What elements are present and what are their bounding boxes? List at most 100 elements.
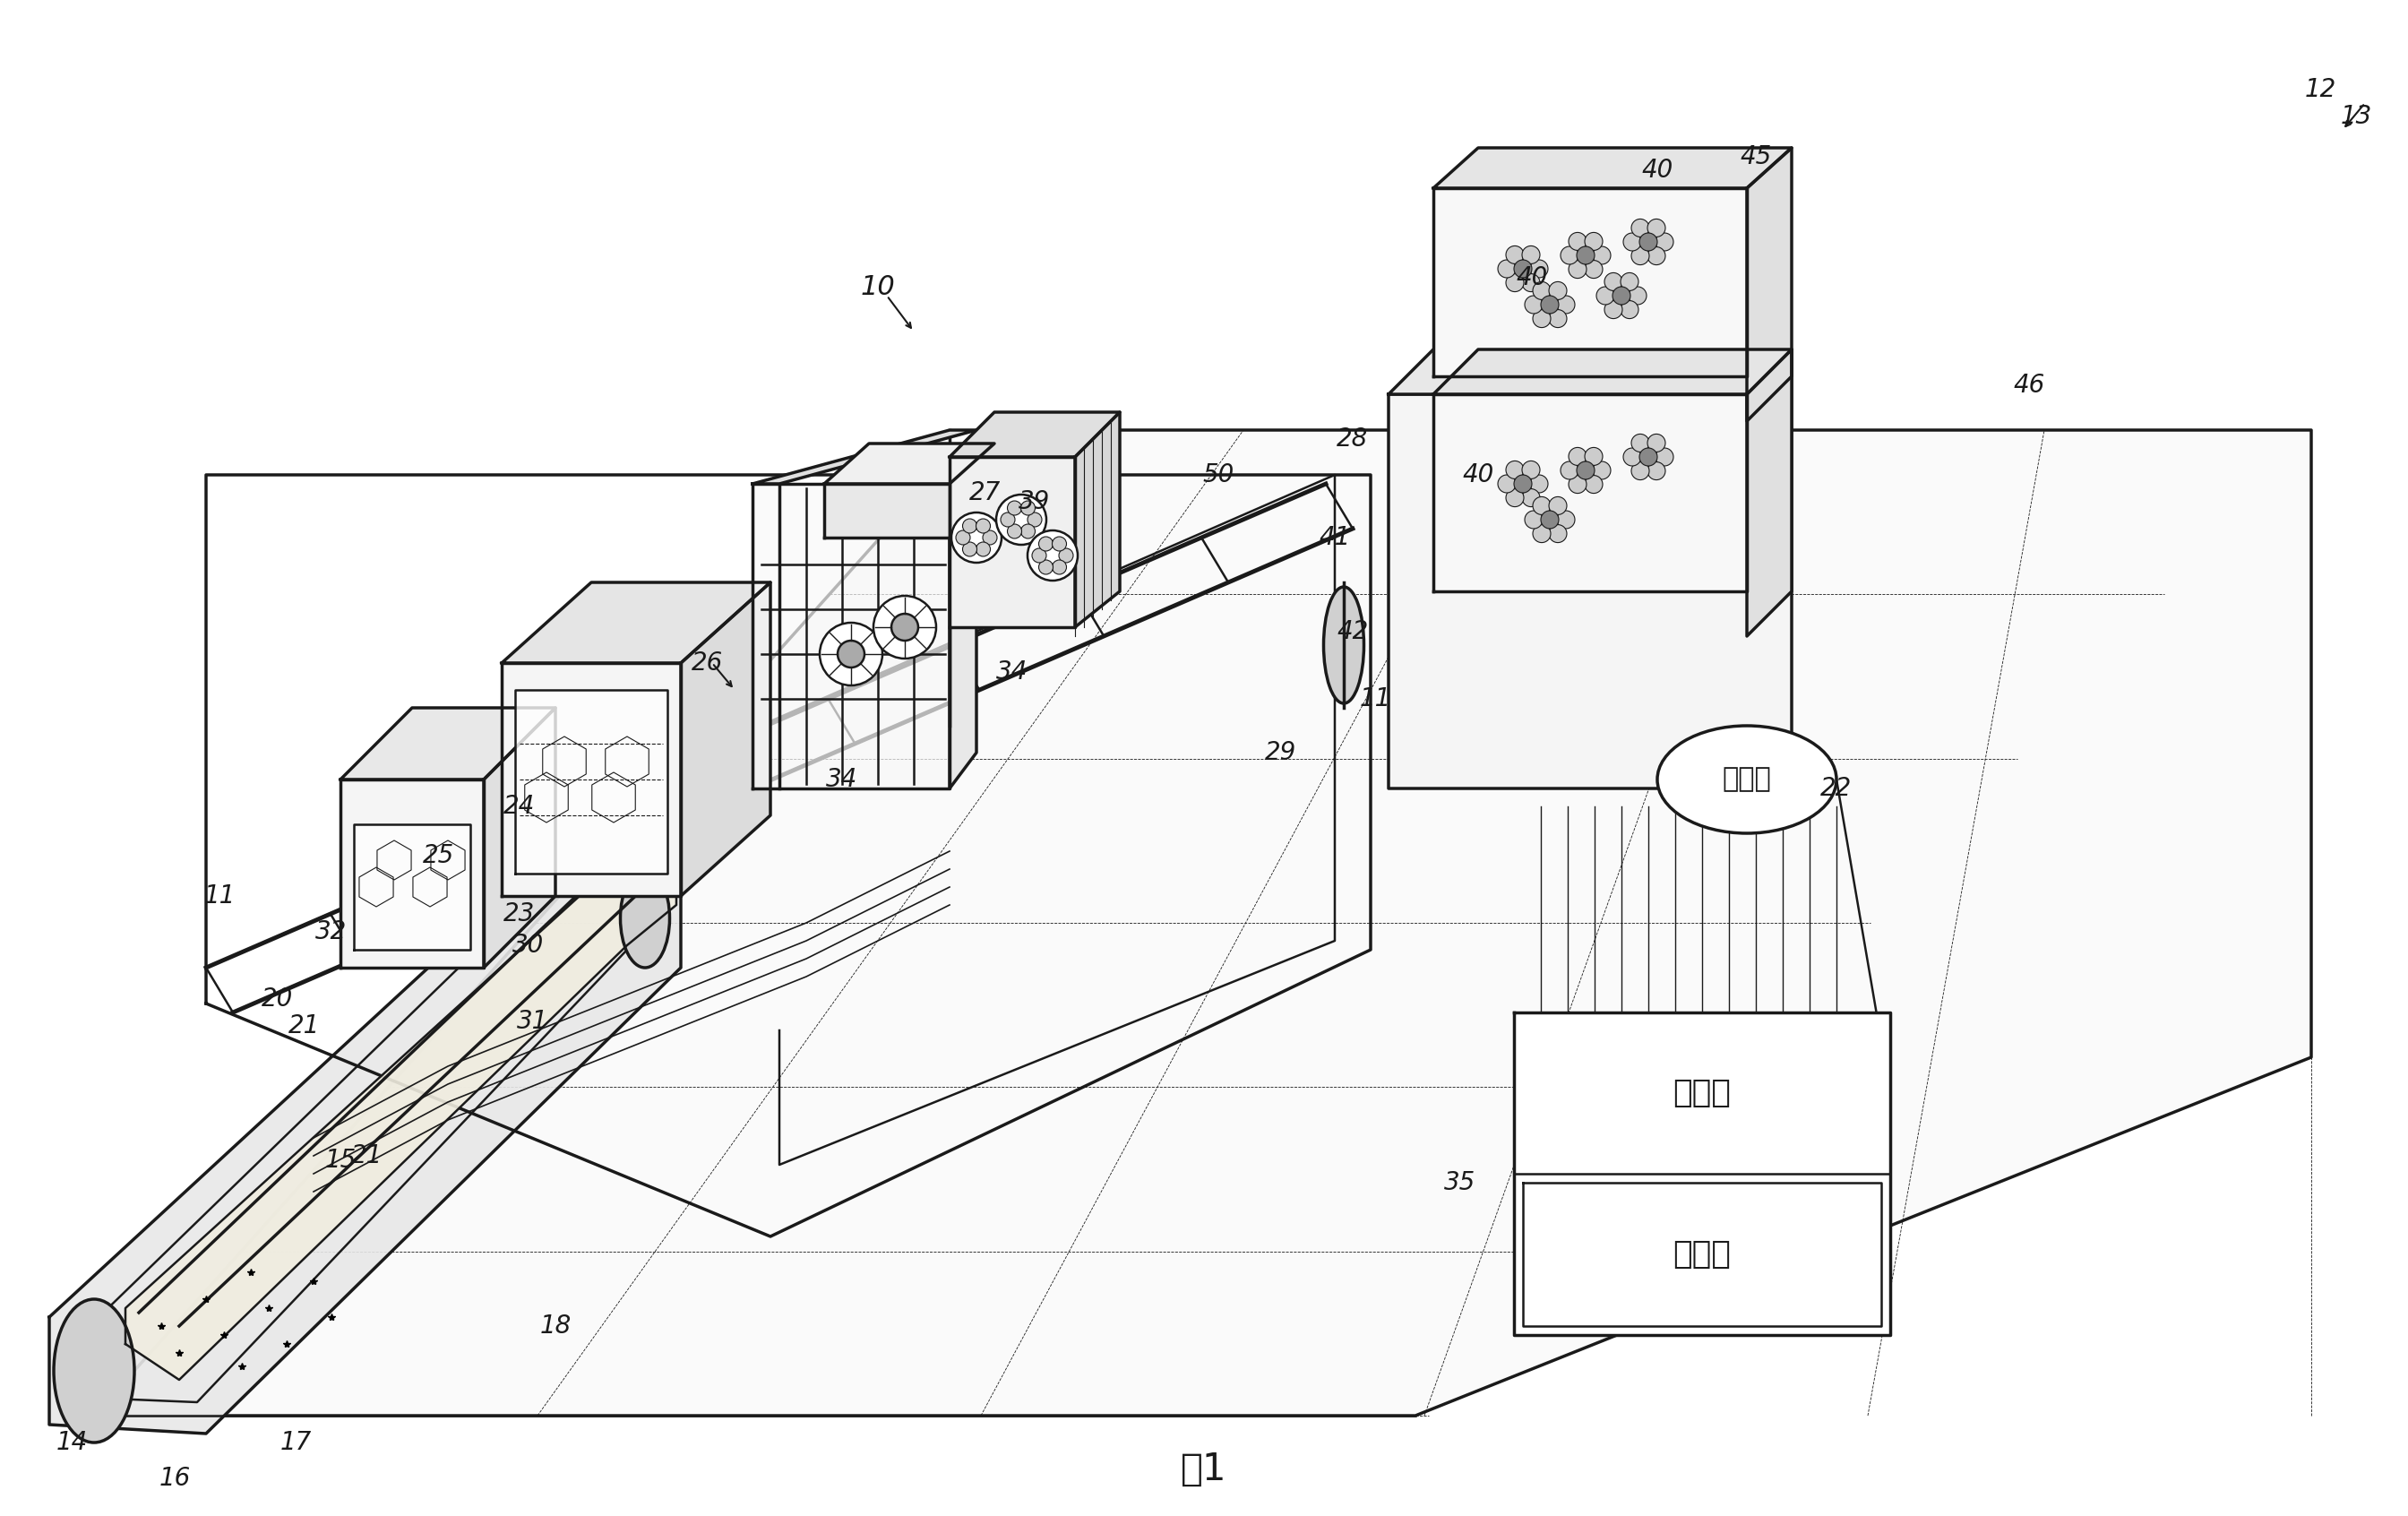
- Polygon shape: [501, 662, 681, 896]
- Circle shape: [1541, 296, 1558, 314]
- Polygon shape: [94, 431, 2312, 1416]
- Ellipse shape: [1324, 587, 1363, 703]
- Circle shape: [1498, 259, 1515, 277]
- Circle shape: [975, 518, 990, 534]
- Text: 13: 13: [2341, 105, 2372, 129]
- Text: 27: 27: [970, 481, 1002, 505]
- Text: 18: 18: [539, 1313, 571, 1339]
- Circle shape: [1534, 309, 1551, 327]
- Text: 30: 30: [513, 932, 544, 958]
- Polygon shape: [484, 708, 556, 967]
- Text: 42: 42: [1336, 619, 1368, 644]
- Polygon shape: [1074, 412, 1120, 628]
- Text: 34: 34: [826, 767, 857, 791]
- Circle shape: [1584, 232, 1604, 250]
- Polygon shape: [515, 690, 667, 873]
- Circle shape: [1604, 300, 1623, 318]
- Circle shape: [1498, 475, 1515, 493]
- Text: 12: 12: [2304, 77, 2336, 102]
- Circle shape: [1002, 512, 1016, 528]
- Circle shape: [1028, 512, 1043, 528]
- Circle shape: [1548, 309, 1568, 327]
- Circle shape: [1592, 461, 1611, 479]
- Circle shape: [1524, 511, 1544, 529]
- Circle shape: [1052, 559, 1067, 575]
- Circle shape: [1584, 476, 1604, 493]
- Text: 46: 46: [2013, 373, 2044, 397]
- Ellipse shape: [621, 869, 669, 967]
- Polygon shape: [1389, 349, 1792, 394]
- Polygon shape: [1433, 349, 1792, 394]
- Circle shape: [1560, 247, 1580, 264]
- Circle shape: [1522, 246, 1541, 264]
- Text: 16: 16: [159, 1466, 190, 1490]
- Text: 11: 11: [205, 884, 236, 908]
- Text: 20: 20: [262, 987, 294, 1011]
- Circle shape: [1505, 274, 1524, 291]
- Circle shape: [1647, 462, 1666, 481]
- Ellipse shape: [1657, 726, 1837, 834]
- Circle shape: [1033, 549, 1047, 562]
- Text: 11: 11: [1358, 687, 1392, 711]
- Circle shape: [975, 543, 990, 556]
- Circle shape: [1630, 218, 1649, 236]
- Circle shape: [1584, 447, 1604, 465]
- Text: 40: 40: [1462, 462, 1493, 488]
- Polygon shape: [354, 825, 470, 949]
- Text: 15: 15: [325, 1148, 356, 1173]
- Polygon shape: [340, 779, 484, 967]
- Circle shape: [1021, 500, 1035, 515]
- Text: 40: 40: [1517, 265, 1548, 290]
- Circle shape: [1623, 449, 1642, 465]
- Circle shape: [1548, 282, 1568, 300]
- Circle shape: [1640, 449, 1657, 465]
- Text: 34: 34: [997, 659, 1028, 685]
- Circle shape: [1505, 461, 1524, 479]
- Circle shape: [1568, 476, 1587, 493]
- Polygon shape: [1433, 149, 1792, 188]
- Text: 26: 26: [691, 650, 722, 676]
- Circle shape: [1558, 511, 1575, 529]
- Circle shape: [1548, 525, 1568, 543]
- Circle shape: [1534, 497, 1551, 514]
- Text: 21: 21: [289, 1013, 320, 1038]
- Circle shape: [997, 494, 1047, 544]
- Circle shape: [1534, 525, 1551, 543]
- Circle shape: [1647, 218, 1666, 236]
- Circle shape: [1623, 233, 1642, 250]
- Text: 40: 40: [1642, 158, 1674, 183]
- Circle shape: [1038, 537, 1052, 550]
- Circle shape: [1524, 296, 1544, 314]
- Circle shape: [1628, 287, 1647, 305]
- Circle shape: [1630, 462, 1649, 481]
- Circle shape: [951, 512, 1002, 562]
- Circle shape: [1522, 461, 1541, 479]
- Circle shape: [1052, 537, 1067, 550]
- Circle shape: [1060, 549, 1074, 562]
- Polygon shape: [949, 456, 1074, 628]
- Circle shape: [1621, 273, 1637, 291]
- Circle shape: [1038, 559, 1052, 575]
- Text: 25: 25: [424, 843, 455, 869]
- Circle shape: [1560, 461, 1580, 479]
- Text: 41: 41: [1320, 525, 1351, 550]
- Polygon shape: [1746, 349, 1792, 637]
- Polygon shape: [1389, 349, 1792, 788]
- Polygon shape: [1433, 188, 1746, 376]
- Polygon shape: [1746, 149, 1792, 421]
- Text: 控制器: 控制器: [1674, 1078, 1731, 1108]
- Text: 22: 22: [1820, 776, 1852, 800]
- Text: 45: 45: [1741, 144, 1772, 170]
- Circle shape: [1657, 449, 1674, 465]
- Circle shape: [1007, 500, 1021, 515]
- Polygon shape: [340, 708, 556, 779]
- Text: 29: 29: [1264, 740, 1298, 766]
- Circle shape: [1515, 259, 1531, 277]
- Circle shape: [1568, 447, 1587, 465]
- Polygon shape: [949, 412, 1120, 456]
- Text: 28: 28: [1336, 426, 1368, 452]
- Circle shape: [1604, 273, 1623, 291]
- Text: 31: 31: [518, 1008, 549, 1034]
- Polygon shape: [125, 869, 677, 1380]
- Circle shape: [874, 596, 937, 658]
